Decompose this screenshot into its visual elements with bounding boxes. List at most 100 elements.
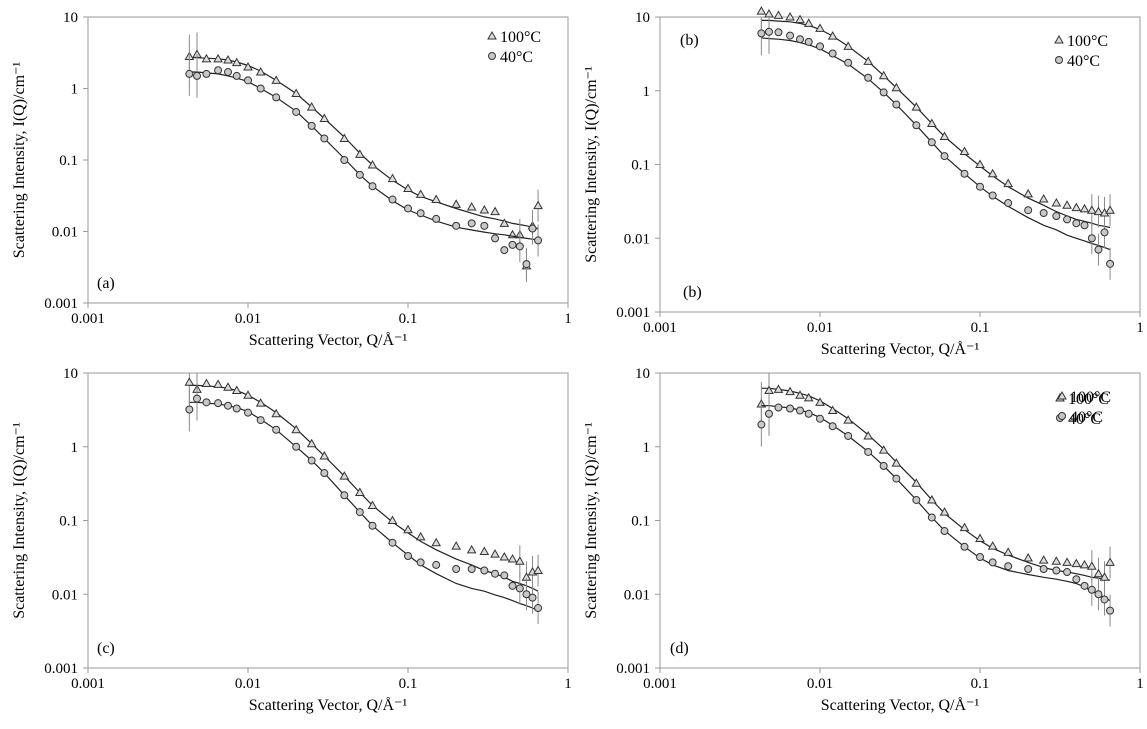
marker-triangle (1079, 203, 1090, 213)
marker-circle (232, 404, 241, 413)
marker-triangle (756, 6, 767, 15)
marker-triangle (387, 173, 398, 183)
x-tick-label: 1 (1136, 676, 1144, 692)
legend: 100°C 40°C (1055, 391, 1109, 428)
legend-marker-circle (488, 52, 496, 60)
legend-label: 40°C (1068, 411, 1101, 428)
marker-triangle (863, 56, 874, 65)
marker-triangle (306, 102, 317, 111)
y-axis-label: Scattering Intensity, I(Q)/cm⁻¹ (11, 62, 28, 259)
marker-triangle (1079, 559, 1090, 569)
marker-circle (320, 134, 329, 143)
marker-triangle (201, 53, 212, 63)
panel-label: (d) (670, 640, 689, 657)
marker-circle (1080, 581, 1089, 590)
marker-triangle (1093, 206, 1104, 216)
marker-circle (192, 394, 201, 403)
marker-triangle (959, 522, 970, 532)
x-tick-label: 0.01 (807, 676, 833, 692)
fit-line-100c (189, 384, 539, 592)
marker-circle (1106, 259, 1115, 268)
marker-circle (1004, 199, 1013, 208)
marker-circle (804, 409, 813, 418)
marker-triangle (863, 430, 874, 440)
marker-circle (1072, 575, 1081, 584)
marker-circle (214, 399, 223, 408)
marker-circle (467, 564, 476, 573)
marker-triangle (803, 18, 814, 27)
marker-circle (1106, 606, 1115, 615)
x-axis-label: Scattering Vector, Q/Å⁻¹ (249, 331, 408, 349)
marker-circle (404, 204, 412, 213)
marker-circle (192, 71, 201, 80)
marker-circle (368, 182, 377, 191)
marker-circle (796, 406, 805, 415)
marker-triangle (339, 471, 350, 480)
marker-circle (244, 408, 252, 417)
legend-marker-triangle (1057, 390, 1067, 400)
marker-triangle (1003, 178, 1014, 188)
marker-circle (1100, 228, 1109, 237)
marker-circle (879, 461, 888, 470)
marker-circle (988, 558, 997, 567)
marker-triangle (939, 131, 950, 140)
marker-circle (912, 495, 921, 504)
marker-triangle (1051, 198, 1062, 207)
marker-circle (388, 538, 397, 547)
marker-circle (940, 152, 949, 161)
marker-triangle (827, 31, 838, 40)
marker-circle (522, 260, 531, 269)
marker-circle (1087, 234, 1096, 243)
marker-triangle (1071, 558, 1082, 568)
marker-triangle (431, 194, 442, 204)
marker-circle (534, 236, 543, 245)
marker-circle (224, 68, 233, 77)
marker-triangle (231, 57, 242, 67)
marker-triangle (354, 487, 365, 496)
marker-circle (272, 93, 281, 102)
marker-circle (307, 456, 316, 465)
marker-triangle (827, 405, 838, 415)
marker-triangle (1086, 561, 1097, 570)
marker-circle (864, 447, 873, 456)
marker-circle (480, 221, 489, 230)
marker-circle (892, 100, 901, 109)
y-axis-label: Scattering Intensity, I(Q)/cm⁻¹ (583, 66, 600, 263)
marker-triangle (1105, 557, 1115, 566)
marker-triangle (533, 200, 543, 210)
legend-marker-circle (1058, 412, 1066, 420)
marker-circle (416, 209, 425, 218)
marker-triangle (243, 61, 253, 71)
plot-area (184, 373, 543, 625)
marker-circle (1052, 566, 1061, 575)
legend-label: 100°C (500, 29, 541, 46)
marker-circle (508, 240, 517, 249)
marker-triangle (843, 415, 854, 424)
marker-circle (355, 508, 364, 517)
marker-triangle (1093, 568, 1104, 578)
marker-circle (828, 422, 837, 431)
x-tick-label: 0.001 (71, 311, 105, 327)
y-axis-label: Scattering Intensity, I(Q)/cm⁻¹ (583, 422, 600, 619)
marker-triangle (1051, 556, 1062, 565)
marker-circle (774, 403, 783, 412)
marker-triangle (451, 541, 462, 550)
marker-triangle (843, 41, 854, 50)
legend: 100°C 40°C (1054, 33, 1108, 70)
marker-triangle (878, 445, 889, 454)
marker-circle (988, 191, 997, 200)
marker-triangle (367, 160, 378, 169)
fit-line-40c (189, 401, 539, 612)
marker-circle (515, 584, 524, 593)
marker-circle (232, 71, 241, 80)
marker-circle (452, 221, 461, 230)
marker-circle (480, 566, 489, 575)
marker-circle (307, 121, 316, 130)
fit-line-100c (761, 19, 1111, 229)
marker-triangle (403, 524, 413, 534)
marker-circle (879, 88, 888, 97)
marker-triangle (514, 556, 525, 565)
y-tick-label: 0.001 (616, 305, 650, 321)
marker-triangle (1086, 205, 1097, 214)
x-tick-label: 0.1 (399, 676, 418, 692)
